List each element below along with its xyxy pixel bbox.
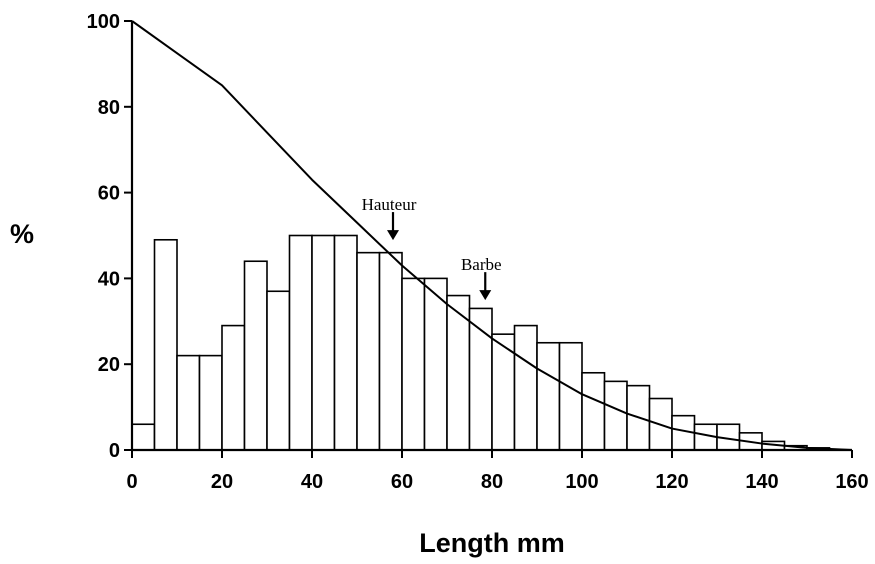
x-tick-label: 80 [481, 471, 503, 493]
y-tick-label: 100 [87, 11, 120, 33]
histogram-bar [266, 290, 291, 451]
histogram-bar [356, 251, 381, 451]
histogram-bar [581, 371, 606, 451]
x-tick-label: 100 [565, 471, 598, 493]
annotation-label: Barbe [461, 255, 502, 274]
ticks-layer: 0 20 40 60 80 100 0 20 40 60 80 100 120 140 160 [87, 11, 869, 493]
histogram-bar [131, 423, 156, 451]
histogram-bar [513, 324, 538, 451]
annotations-layer: Hauteur Barbe [362, 195, 502, 301]
histogram-bar [378, 251, 403, 451]
x-axis-title: Length mm [419, 528, 565, 558]
histogram-bar [603, 380, 628, 451]
x-tick-label: 20 [211, 471, 233, 493]
histogram-bar [558, 341, 583, 451]
histogram-bar [536, 341, 561, 451]
x-tick-label: 140 [745, 471, 778, 493]
histogram-bar [288, 234, 313, 451]
y-tick-label: 0 [109, 440, 120, 462]
curve-layer [131, 20, 853, 451]
histogram-bar [311, 234, 336, 451]
bars-layer [131, 234, 831, 451]
histogram-bar [221, 324, 246, 451]
x-tick-label: 120 [655, 471, 688, 493]
x-tick-label: 160 [835, 471, 868, 493]
y-tick-label: 80 [98, 97, 120, 119]
y-axis-title: % [10, 219, 34, 249]
histogram-bar [198, 354, 223, 451]
histogram-bar [401, 277, 426, 451]
y-tick-label: 60 [98, 183, 120, 205]
x-tick-label: 40 [301, 471, 323, 493]
annotation-label: Hauteur [362, 195, 417, 214]
arrow-down-icon [479, 290, 492, 301]
histogram-bar [333, 234, 358, 451]
x-tick-label: 60 [391, 471, 413, 493]
y-tick-label: 40 [98, 268, 120, 290]
arrow-down-icon [387, 230, 399, 241]
y-tick-label: 20 [98, 354, 120, 376]
cumulative-curve [131, 20, 853, 451]
x-tick-label: 0 [126, 471, 137, 493]
histogram-bar [423, 277, 448, 451]
histogram-bar [176, 354, 201, 451]
histogram-bar [243, 260, 268, 451]
histogram-bar [153, 238, 178, 451]
